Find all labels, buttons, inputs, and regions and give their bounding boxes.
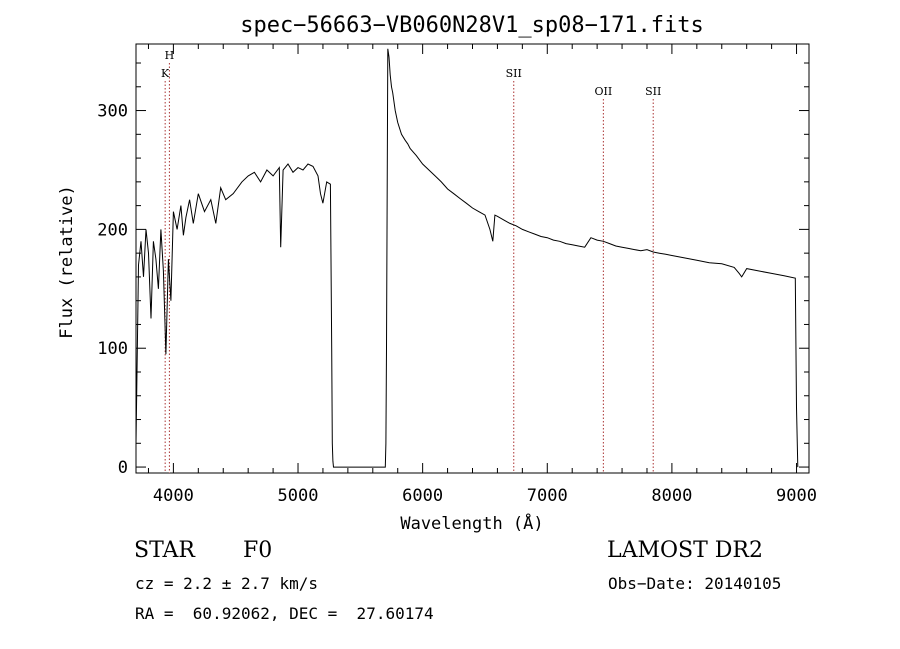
y-axis-label: Flux (relative): [57, 185, 77, 339]
line-label: H: [165, 49, 175, 62]
x-axis-ticks: 4000 5000 6000 7000 8000 9000: [147, 44, 817, 506]
survey-name: LAMOST DR2: [607, 538, 763, 563]
x-tick-label: 7000: [527, 486, 568, 506]
x-tick-label: 5000: [278, 486, 319, 506]
spectral-line-markers: HK SII OII SII: [161, 49, 661, 473]
y-tick-label: 200: [97, 220, 128, 240]
y-axis-ticks: 0 100 200 300: [97, 62, 809, 478]
x-tick-label: 9000: [776, 486, 817, 506]
line-label: K: [161, 67, 170, 80]
observation-date: Obs−Date: 20140105: [608, 574, 782, 593]
spectrum-line: [135, 48, 799, 468]
chart-title: spec−56663−VB060N28V1_sp08−171.fits: [240, 13, 704, 38]
coordinates: RA = 60.92062, DEC = 27.60174: [135, 604, 434, 623]
y-tick-label: 0: [118, 458, 128, 478]
x-tick-label: 4000: [153, 486, 194, 506]
x-tick-label: 6000: [402, 486, 443, 506]
line-label: SII: [645, 85, 661, 98]
y-tick-label: 300: [97, 102, 128, 122]
x-axis-label: Wavelength (Å): [400, 512, 543, 534]
object-class: STAR: [134, 538, 195, 563]
plot-frame: [135, 43, 810, 474]
x-tick-label: 8000: [651, 486, 692, 506]
y-tick-label: 100: [97, 339, 128, 359]
object-subclass: F0: [243, 538, 273, 563]
redshift-cz: cz = 2.2 ± 2.7 km/s: [135, 574, 319, 593]
line-label: OII: [595, 85, 613, 98]
line-label: SII: [506, 67, 522, 80]
